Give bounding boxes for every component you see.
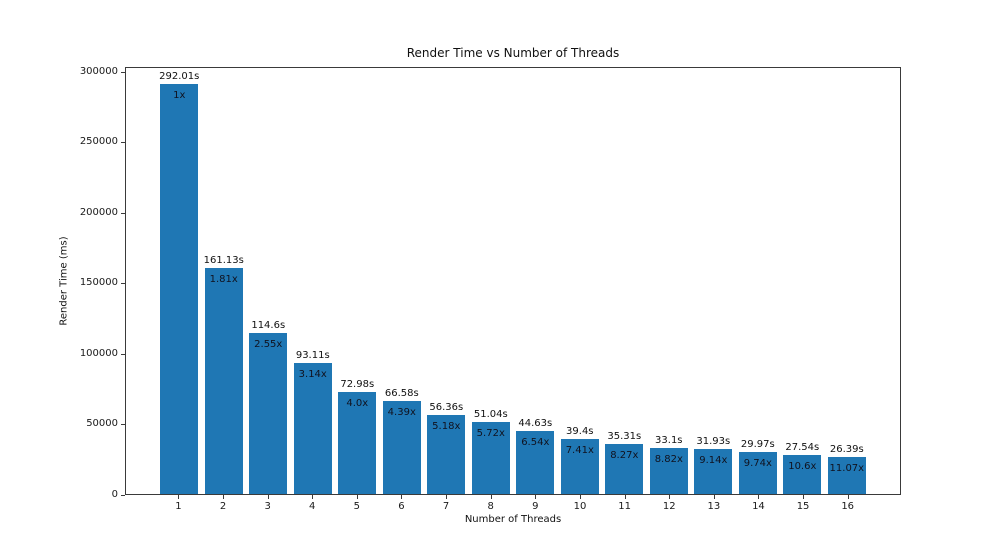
bar-value-label: 31.93s — [696, 436, 731, 448]
bar-speedup-label: 2.55x — [254, 339, 283, 351]
bar-value-label: 51.04s — [473, 409, 508, 421]
bar-speedup-label: 10.6x — [788, 461, 817, 473]
bar-speedup-label: 1x — [173, 90, 186, 102]
bar-thread-2: 161.13s 1.81x — [204, 255, 244, 494]
x-tick-mark — [267, 495, 269, 499]
y-tick-label: 0 — [111, 489, 118, 500]
x-tick-label: 16 — [841, 501, 855, 512]
x-tick-mark — [669, 495, 671, 499]
x-tick-mark — [446, 495, 448, 499]
bar-value-label: 114.6s — [251, 320, 286, 332]
x-tick-mark — [803, 495, 805, 499]
x-tick-label: 13 — [707, 501, 721, 512]
x-tick-label: 1 — [175, 501, 182, 512]
x-tick-mark — [312, 495, 314, 499]
bar-value-label: 35.31s — [607, 431, 642, 443]
bar-speedup-label: 11.07x — [829, 462, 865, 474]
bar-value-label: 66.58s — [384, 387, 419, 399]
y-tick-label: 150000 — [79, 277, 118, 289]
bar-value-label: 161.13s — [203, 254, 244, 266]
x-tick-label: 12 — [662, 501, 676, 512]
bar-thread-9: 44.63s 6.54x — [516, 418, 555, 494]
x-tick-mark — [758, 495, 760, 499]
x-tick-label: 3 — [264, 501, 271, 512]
x-tick-mark — [356, 495, 358, 499]
x-tick-mark — [401, 495, 403, 499]
bar-value-label: 72.98s — [340, 378, 375, 390]
bar-thread-16: 26.39s 11.07x — [827, 444, 866, 494]
bar-speedup-label: 4.0x — [346, 397, 369, 409]
bar-thread-3: 114.6s 2.55x — [249, 320, 288, 494]
x-tick-mark — [535, 495, 537, 499]
y-tick-mark — [121, 495, 125, 496]
x-tick-mark — [624, 495, 626, 499]
x-tick-mark — [490, 495, 492, 499]
bar-value-label: 26.39s — [829, 443, 864, 455]
bar-thread-6: 66.58s 4.39x — [382, 388, 421, 494]
x-tick-label: 15 — [796, 501, 810, 512]
bar-speedup-label: 8.82x — [654, 453, 683, 465]
bar-thread-4: 93.11s 3.14x — [293, 350, 332, 494]
bar-speedup-label: 9.74x — [743, 457, 772, 469]
x-tick-label: 7 — [442, 501, 450, 512]
x-axis-label: Number of Threads — [464, 514, 562, 525]
bar-speedup-label: 5.18x — [432, 420, 461, 432]
bar-value-label: 292.01s — [159, 71, 200, 83]
chart-title: Render Time vs Number of Threads — [406, 46, 620, 60]
y-tick-mark — [121, 283, 125, 285]
bar-speedup-label: 1.81x — [209, 273, 238, 285]
y-tick-mark — [121, 71, 125, 73]
bar-speedup-label: 9.14x — [699, 455, 728, 467]
y-tick-mark — [121, 424, 125, 426]
y-tick-label: 250000 — [79, 136, 118, 148]
x-tick-mark — [178, 495, 180, 499]
x-tick-label: 2 — [219, 501, 227, 512]
y-tick-label: 100000 — [79, 347, 118, 359]
y-tick-label: 200000 — [79, 206, 118, 218]
bar-value-label: 44.63s — [518, 418, 553, 430]
bar-speedup-label: 4.39x — [387, 406, 416, 418]
y-tick-label: 300000 — [79, 65, 118, 77]
x-tick-label: 8 — [487, 501, 494, 512]
x-tick-label: 9 — [532, 501, 539, 512]
x-tick-label: 11 — [618, 501, 631, 512]
bar-thread-13: 31.93s 9.14x — [694, 436, 733, 494]
bar-speedup-label: 7.41x — [565, 444, 594, 456]
x-tick-mark — [579, 495, 581, 499]
bar-thread-14: 29.97s 9.74x — [738, 439, 777, 494]
x-tick-mark — [713, 495, 715, 499]
bar-value-label: 33.1s — [655, 434, 683, 446]
bar-thread-11: 35.31s 8.27x — [605, 431, 644, 494]
y-tick-label: 50000 — [86, 418, 118, 430]
bar-value-label: 93.11s — [295, 350, 330, 362]
bar-thread-7: 56.36s 5.18x — [427, 402, 466, 494]
x-tick-label: 14 — [752, 501, 765, 512]
bar-thread-15: 27.54s 10.6x — [783, 442, 822, 494]
bar-speedup-label: 5.72x — [476, 428, 505, 440]
x-tick-label: 4 — [309, 501, 316, 512]
bar-value-label: 56.36s — [429, 401, 464, 413]
bar-value-label: 39.4s — [566, 425, 594, 437]
bar-thread-5: 72.98s 4.0x — [338, 379, 377, 494]
plot-area: 292.01s 1x 161.13s 1.81x 114.6s 2.55x 93.11s 3.… — [125, 67, 901, 495]
bar-thread-1: 292.01s 1x — [159, 71, 199, 494]
x-tick-label: 10 — [573, 501, 587, 512]
bar-speedup-label: 6.54x — [521, 437, 550, 449]
y-tick-mark — [121, 142, 125, 144]
bar-speedup-label: 8.27x — [610, 450, 639, 462]
x-tick-label: 6 — [398, 501, 405, 512]
x-tick-mark — [223, 495, 224, 499]
bar-speedup-label: 3.14x — [298, 369, 327, 381]
bar-thread-8: 51.04s 5.72x — [471, 409, 510, 494]
bar-thread-10: 39.4s 7.41x — [560, 426, 599, 494]
bar-value-label: 29.97s — [740, 438, 775, 450]
x-tick-mark — [847, 495, 849, 499]
bar-value-label: 27.54s — [785, 442, 820, 454]
y-tick-mark — [121, 353, 125, 355]
x-tick-label: 5 — [353, 501, 361, 512]
y-tick-mark — [121, 212, 125, 214]
bar-thread-12: 33.1s 8.82x — [649, 435, 688, 494]
